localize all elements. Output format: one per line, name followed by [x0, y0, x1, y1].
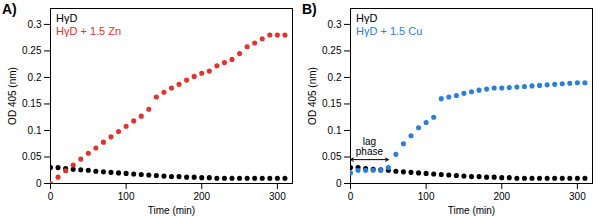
svg-text:0.3: 0.3 [28, 19, 42, 30]
html-text:A): A) [2, 1, 17, 17]
svg-text:0.2: 0.2 [328, 72, 342, 83]
svg-text:OD 405 (nm): OD 405 (nm) [307, 67, 318, 125]
svg-text:0: 0 [336, 178, 342, 189]
svg-text:0.05: 0.05 [322, 151, 342, 162]
svg-text:300: 300 [269, 191, 286, 202]
svg-text:0: 0 [36, 178, 42, 189]
svg-text:0: 0 [48, 191, 54, 202]
svg-text:0.1: 0.1 [28, 125, 42, 136]
svg-text:0: 0 [348, 191, 354, 202]
svg-text:100: 100 [118, 191, 135, 202]
svg-text:Time (min): Time (min) [448, 205, 495, 216]
svg-text:0.3: 0.3 [328, 19, 342, 30]
svg-text:lagphase: lagphase [356, 136, 384, 157]
html-text:HγD + 1.5 Cu: HγD + 1.5 Cu [356, 25, 423, 37]
svg-text:0.15: 0.15 [322, 98, 342, 109]
svg-text:200: 200 [493, 191, 510, 202]
svg-text:0.1: 0.1 [328, 125, 342, 136]
svg-text:200: 200 [193, 191, 210, 202]
svg-text:100: 100 [418, 191, 435, 202]
svg-text:OD 405 (nm): OD 405 (nm) [7, 67, 18, 125]
html-text:HγD: HγD [56, 12, 78, 24]
svg-text:0.05: 0.05 [22, 151, 42, 162]
svg-text:Time (min): Time (min) [148, 205, 195, 216]
svg-text:300: 300 [569, 191, 586, 202]
svg-text:0.25: 0.25 [322, 45, 342, 56]
svg-text:0.25: 0.25 [22, 45, 42, 56]
svg-text:0.2: 0.2 [28, 72, 42, 83]
html-text:HγD: HγD [356, 12, 378, 24]
svg-text:0.15: 0.15 [22, 98, 42, 109]
html-text:B): B) [302, 1, 317, 17]
html-text:HγD + 1.5 Zn: HγD + 1.5 Zn [56, 25, 122, 37]
